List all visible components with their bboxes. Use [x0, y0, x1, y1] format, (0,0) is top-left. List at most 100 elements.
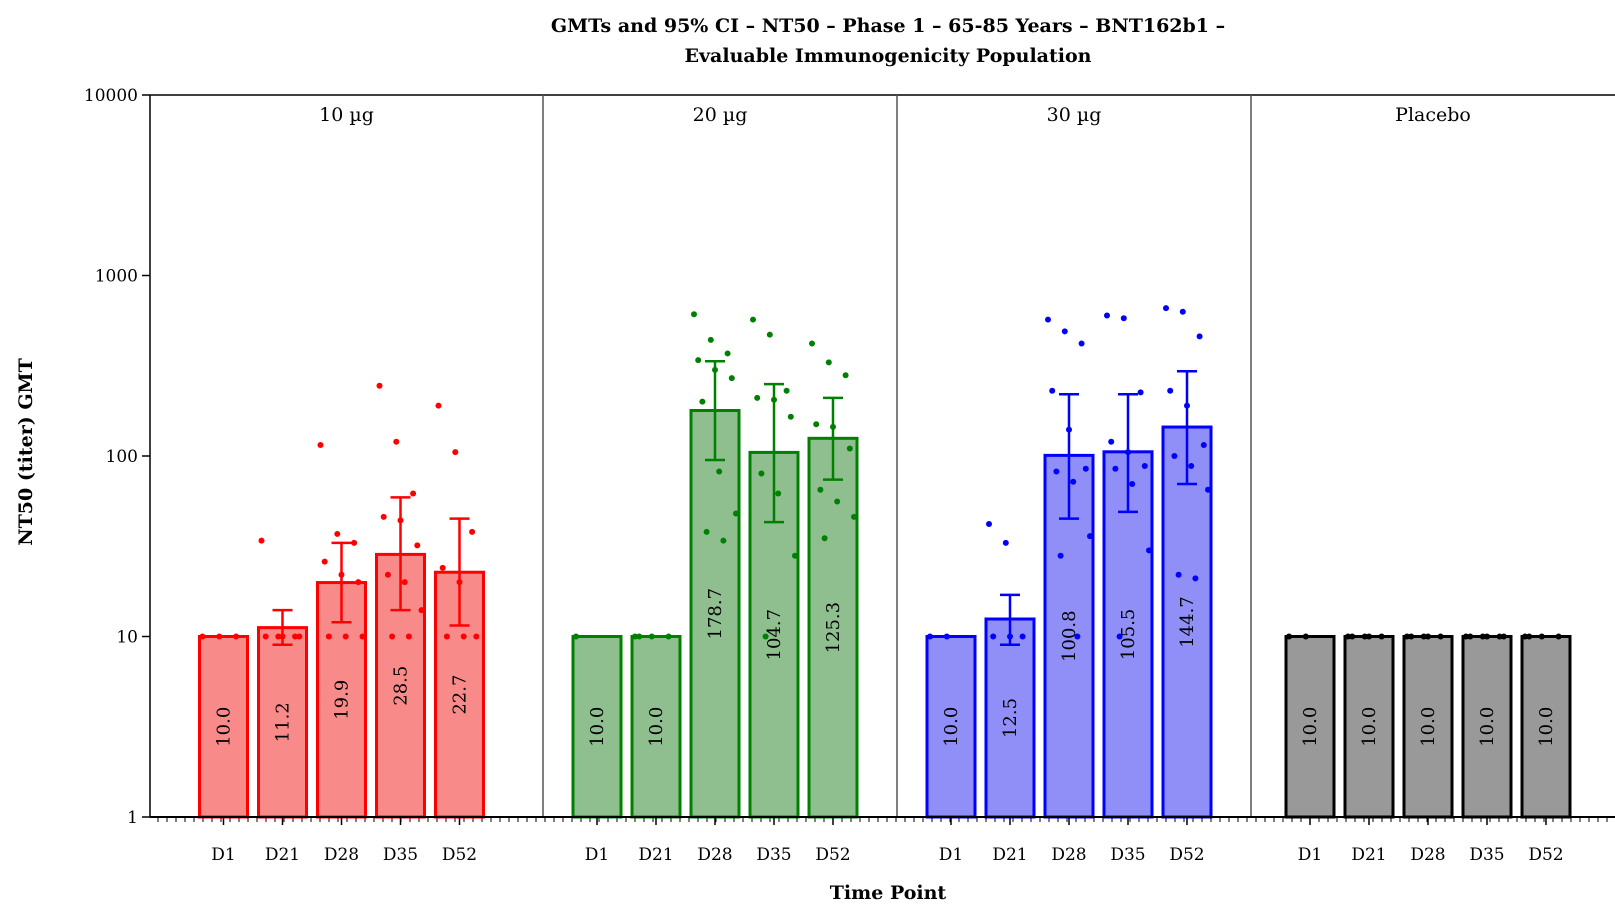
bar — [1284, 635, 1336, 819]
data-point — [1146, 547, 1152, 554]
data-point — [414, 542, 421, 549]
data-point — [1116, 633, 1123, 640]
data-point — [418, 607, 425, 614]
data-point — [393, 438, 400, 445]
y-tick-label: 10 — [116, 628, 138, 648]
panel-label: Placebo — [1395, 104, 1471, 126]
data-point — [792, 552, 798, 559]
data-point — [296, 633, 303, 640]
data-point — [1196, 333, 1203, 340]
plot-area: 1 10 100 1000 10000 10 µg 10.0 D1 11.2 D21 19.9 D28… — [84, 86, 1615, 865]
data-point — [1408, 633, 1415, 640]
data-point — [842, 372, 849, 379]
bar-value-label: 10.0 — [1477, 707, 1498, 747]
data-point — [1070, 478, 1077, 485]
data-point — [325, 633, 332, 640]
data-point — [703, 528, 710, 535]
bar-value-label: 10.0 — [1418, 707, 1439, 747]
data-point — [1104, 312, 1110, 319]
data-point — [716, 468, 723, 475]
chart-title-line-1: GMTs and 95% CI – NT50 – Phase 1 – 65-85… — [551, 15, 1225, 37]
data-point — [262, 633, 269, 640]
data-point — [762, 633, 769, 640]
bar-value-label: 10.0 — [646, 707, 667, 747]
data-point — [1179, 308, 1186, 315]
x-tick-label: D52 — [815, 845, 850, 865]
data-point — [1002, 539, 1009, 546]
bar-value-label: 10.0 — [1536, 707, 1557, 747]
data-point — [1108, 438, 1115, 445]
bar-value-label: 10.0 — [1359, 707, 1380, 747]
data-point — [359, 633, 366, 640]
data-point — [1129, 480, 1136, 487]
data-point — [750, 316, 756, 323]
bar-value-label: 104.7 — [764, 609, 785, 661]
y-tick-label: 1 — [127, 808, 138, 828]
data-point — [834, 498, 841, 505]
data-point — [1137, 389, 1144, 396]
data-point — [695, 357, 702, 364]
data-point — [821, 535, 828, 542]
bar — [1343, 635, 1395, 819]
data-point — [636, 633, 643, 640]
data-point — [389, 633, 396, 640]
data-point — [258, 537, 265, 544]
data-point — [435, 402, 442, 409]
x-tick-label: D21 — [1351, 845, 1386, 865]
data-point — [1437, 633, 1444, 640]
x-tick-label: D21 — [992, 845, 1027, 865]
data-point — [632, 633, 638, 640]
x-tick-label: D1 — [1298, 845, 1322, 865]
data-point — [986, 521, 992, 528]
x-tick-label: D52 — [1169, 845, 1204, 865]
x-axis-title: Time Point — [830, 882, 947, 904]
data-point — [1205, 486, 1211, 493]
data-point — [1378, 633, 1385, 640]
data-point — [334, 530, 341, 537]
data-point — [665, 633, 672, 640]
data-point — [460, 633, 467, 640]
data-point — [439, 564, 446, 571]
data-point — [927, 633, 933, 640]
data-point — [317, 442, 324, 449]
bar-value-label: 10.0 — [214, 707, 235, 747]
data-point — [787, 413, 794, 420]
bar — [1161, 425, 1213, 819]
bar — [689, 408, 741, 819]
bar-value-label: 10.0 — [587, 707, 608, 747]
data-point — [452, 449, 459, 456]
data-point — [443, 633, 450, 640]
chart-title-line-2: Evaluable Immunogenicity Population — [685, 45, 1092, 67]
data-point — [724, 350, 731, 357]
data-point — [1057, 552, 1064, 559]
data-point — [1163, 305, 1169, 312]
panel-label: 10 µg — [319, 104, 374, 126]
data-point — [1404, 633, 1410, 640]
data-point — [707, 336, 714, 343]
data-point — [754, 394, 761, 401]
data-point — [817, 486, 824, 493]
data-point — [1522, 633, 1528, 640]
data-point — [699, 398, 706, 405]
data-point — [1555, 633, 1562, 640]
bar — [1461, 635, 1513, 819]
panel-label: 20 µg — [693, 104, 748, 126]
data-point — [1120, 315, 1127, 322]
data-point — [233, 633, 240, 640]
data-point — [275, 633, 282, 640]
bar-value-label: 19.9 — [332, 680, 353, 720]
data-point — [775, 490, 782, 497]
data-point — [1019, 633, 1026, 640]
bar-value-label: 22.7 — [450, 675, 471, 715]
data-point — [1171, 453, 1178, 459]
bar-value-label: 125.3 — [823, 602, 844, 654]
bar — [984, 617, 1036, 819]
data-point — [469, 528, 476, 535]
y-axis-title: NT50 (titer) GMT — [15, 358, 37, 545]
data-point — [1200, 442, 1207, 449]
data-point — [1463, 633, 1469, 640]
panel-label: 30 µg — [1047, 104, 1102, 126]
data-point — [1167, 387, 1174, 394]
data-point — [1053, 468, 1060, 475]
